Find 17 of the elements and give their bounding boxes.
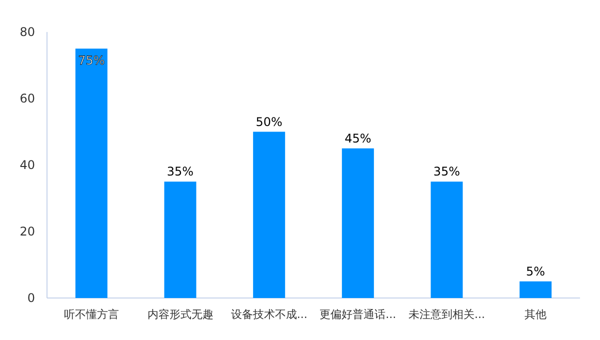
value-label: 35% [166, 164, 194, 179]
x-tick: 更偏好普通话... [320, 308, 396, 321]
value-label: 35% [433, 164, 460, 179]
y-tick: 60 [20, 92, 35, 106]
value-label: 75% [78, 54, 105, 68]
x-tick: 其他 [524, 308, 547, 321]
x-tick: 内容形式无趣 [147, 308, 214, 321]
y-tick: 0 [27, 291, 35, 305]
value-label: 50% [256, 114, 282, 129]
y-tick: 80 [20, 25, 35, 39]
x-tick: 未注意到相关... [408, 308, 485, 321]
y-tick: 40 [20, 158, 35, 172]
x-tick: 听不懂方言 [64, 308, 119, 321]
value-label: 45% [344, 131, 372, 146]
x-tick: 设备技术不成... [230, 308, 308, 321]
y-tick: 20 [20, 224, 35, 238]
value-label: 5% [526, 264, 546, 278]
